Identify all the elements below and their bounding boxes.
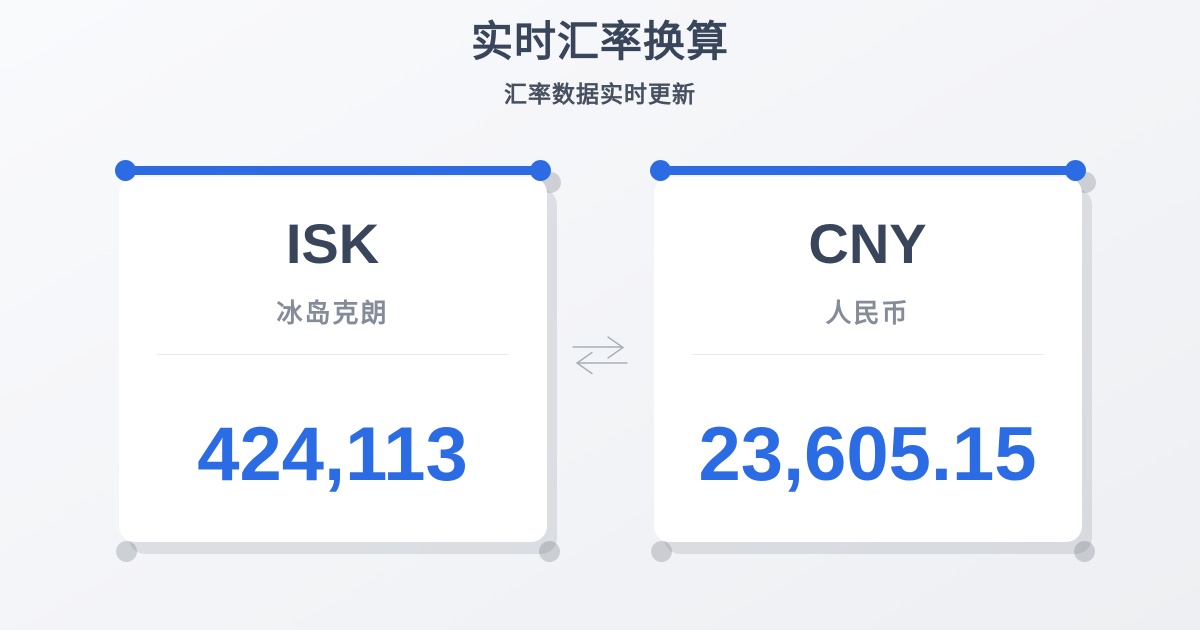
- currency-code-from: ISK: [285, 212, 380, 276]
- currency-name-from: 冰岛克朗: [276, 297, 389, 328]
- card-accent-line: [124, 166, 541, 176]
- page-header: 实时汇率换算 汇率数据实时更新: [0, 0, 1200, 109]
- accent-dot-right: [529, 160, 551, 182]
- swap-arrows-icon[interactable]: [570, 333, 630, 377]
- currency-card-from-wrap: ISK 冰岛克朗 424,113: [114, 160, 561, 563]
- shadow-dot-bottom-right: [538, 541, 560, 563]
- currency-amount-to: 23,605.15: [698, 411, 1037, 497]
- page-subtitle: 汇率数据实时更新: [504, 81, 696, 108]
- accent-dot-right: [1064, 160, 1086, 182]
- shadow-dot-bottom-left: [115, 541, 137, 563]
- card-divider: [691, 353, 1044, 355]
- currency-card-to: CNY 人民币 23,605.15: [649, 160, 1086, 543]
- currency-card-to-wrap: CNY 人民币 23,605.15: [649, 160, 1096, 563]
- currency-code-to: CNY: [808, 212, 927, 276]
- page-title: 实时汇率换算: [470, 18, 729, 65]
- card-accent-line: [659, 166, 1076, 176]
- converter-row: ISK 冰岛克朗 424,113: [0, 160, 1200, 563]
- card-divider: [156, 353, 509, 355]
- currency-card-from: ISK 冰岛克朗 424,113: [114, 160, 551, 543]
- currency-name-to: 人民币: [825, 297, 910, 328]
- accent-dot-left: [114, 160, 136, 182]
- accent-dot-left: [649, 160, 671, 182]
- shadow-dot-bottom-right: [1073, 541, 1095, 563]
- currency-amount-from: 424,113: [197, 411, 468, 497]
- shadow-dot-bottom-left: [650, 541, 672, 563]
- swap-icon-area: [547, 333, 654, 377]
